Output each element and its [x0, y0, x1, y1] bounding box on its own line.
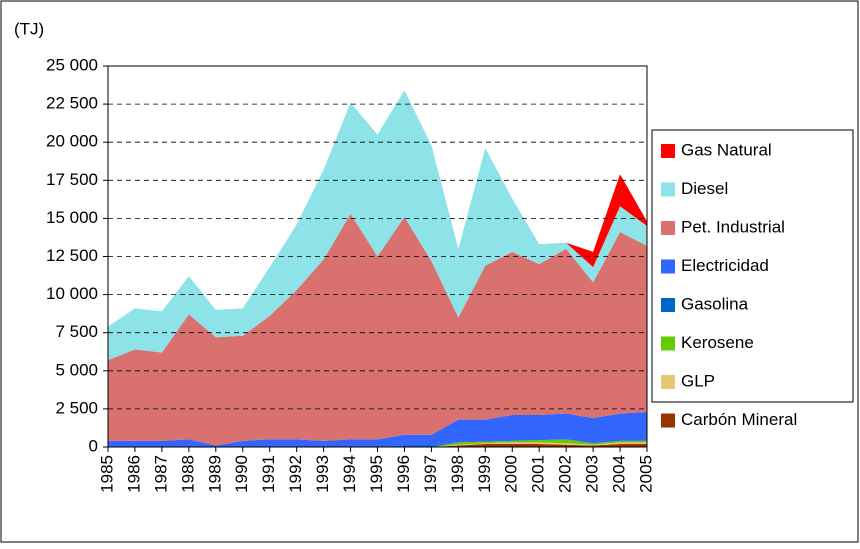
- legend-swatch: [661, 221, 675, 235]
- x-tick-label: 2000: [502, 455, 521, 493]
- y-tick-label: 10 000: [46, 284, 98, 303]
- legend-label: Pet. Industrial: [681, 217, 785, 236]
- y-tick-label: 20 000: [46, 132, 98, 151]
- x-tick-label: 1998: [448, 455, 467, 493]
- y-tick-label: 5 000: [55, 360, 98, 379]
- area: [108, 442, 647, 447]
- legend-label: Gasolina: [681, 294, 749, 313]
- area: [108, 443, 647, 447]
- y-axis-label: (TJ): [14, 19, 44, 38]
- x-tick-label: 1995: [367, 455, 386, 493]
- x-tick-label: 2003: [583, 455, 602, 493]
- x-tick-label: 1993: [313, 455, 332, 493]
- x-tick-label: 2005: [636, 455, 655, 493]
- x-tick-label: 1992: [286, 455, 305, 493]
- x-tick-label: 1996: [394, 455, 413, 493]
- legend-swatch: [661, 375, 675, 389]
- legend-label: Carbón Mineral: [681, 410, 797, 429]
- x-tick-label: 1994: [340, 455, 359, 493]
- legend-label: Electricidad: [681, 256, 769, 275]
- x-tick-label: 1985: [97, 455, 116, 493]
- area: [108, 90, 647, 361]
- legend-swatch: [661, 298, 675, 312]
- legend-swatch: [661, 259, 675, 274]
- area: [108, 411, 647, 447]
- y-tick-label: 22 500: [46, 94, 98, 113]
- y-tick-label: 12 500: [46, 246, 98, 265]
- legend-label: Gas Natural: [681, 140, 772, 159]
- x-tick-label: 2002: [556, 455, 575, 493]
- x-tick-label: 1997: [421, 455, 440, 493]
- x-tick-label: 1986: [124, 455, 143, 493]
- y-tick-label: 0: [89, 436, 98, 455]
- legend: [651, 129, 854, 403]
- x-tick-label: 1988: [178, 455, 197, 493]
- x-tick-label: 2001: [529, 455, 548, 493]
- y-tick-label: 2 500: [55, 398, 98, 417]
- legend-label: Diesel: [681, 179, 728, 198]
- x-tick-label: 1991: [259, 455, 278, 493]
- x-tick-label: 1990: [232, 455, 251, 493]
- x-tick-label: 1987: [151, 455, 170, 493]
- y-tick-label: 7 500: [55, 322, 98, 341]
- legend-swatch: [661, 182, 675, 197]
- legend-label: Kerosene: [681, 333, 754, 352]
- x-tick-label: 2004: [610, 455, 629, 493]
- x-tick-label: 1989: [205, 455, 224, 493]
- legend-swatch: [661, 144, 675, 158]
- area: [108, 439, 647, 447]
- x-tick-label: 1999: [475, 455, 494, 493]
- y-tick-label: 15 000: [46, 208, 98, 227]
- legend-swatch: [661, 336, 675, 351]
- legend-label: GLP: [681, 371, 715, 390]
- y-tick-label: 17 500: [46, 170, 98, 189]
- area: [108, 213, 647, 446]
- y-tick-label: 25 000: [46, 55, 98, 74]
- legend-swatch: [661, 413, 675, 428]
